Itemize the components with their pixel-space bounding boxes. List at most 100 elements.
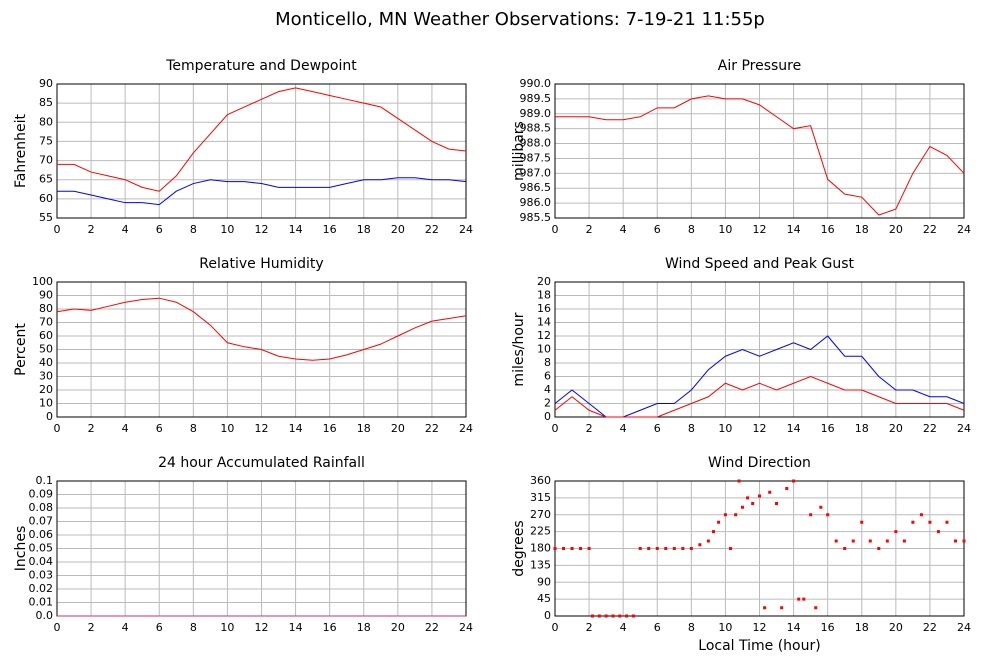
- y-tick-label: 0.03: [29, 569, 54, 582]
- x-tick-label: 14: [787, 223, 801, 236]
- y-tick-label: 60: [39, 329, 53, 342]
- x-tick-label: 8: [688, 223, 695, 236]
- y-tick-label: 4: [544, 383, 551, 396]
- data-point: [689, 547, 693, 550]
- data-point: [711, 530, 715, 534]
- y-tick-label: 987.5: [520, 151, 552, 164]
- x-tick-label: 10: [718, 621, 732, 634]
- data-line: [57, 177, 467, 206]
- data-point: [860, 520, 864, 524]
- plot-frame: [554, 281, 965, 418]
- data-point: [664, 547, 668, 550]
- y-tick-label: 0: [544, 609, 551, 622]
- data-point: [717, 520, 721, 524]
- data-point: [618, 614, 622, 618]
- y-tick-label: 0.0: [36, 609, 54, 622]
- x-tick-label: 6: [156, 223, 163, 236]
- y-tick-label: 315: [530, 491, 551, 504]
- data-point: [802, 597, 806, 601]
- x-tick-label: 2: [88, 621, 95, 634]
- data-point: [740, 505, 744, 509]
- x-tick-label: 24: [459, 223, 473, 236]
- x-tick-label: 4: [122, 223, 129, 236]
- x-tick-label: 0: [54, 621, 61, 634]
- x-tick-label: 12: [255, 422, 269, 435]
- x-tick-label: 8: [190, 621, 197, 634]
- y-axis-label: Fahrenheit: [13, 113, 29, 188]
- y-tick-label: 0: [46, 410, 53, 423]
- y-tick-label: 270: [530, 508, 551, 521]
- data-point: [928, 520, 932, 524]
- x-tick-label: 18: [855, 621, 869, 634]
- x-tick-label: 10: [220, 422, 234, 435]
- data-point: [698, 543, 702, 547]
- data-point: [885, 539, 889, 543]
- data-point: [843, 547, 847, 550]
- data-point: [919, 513, 923, 517]
- data-point: [590, 614, 594, 618]
- y-tick-label: 70: [39, 154, 53, 167]
- x-tick-label: 16: [821, 223, 835, 236]
- data-point: [681, 547, 685, 550]
- y-axis-label: miles/hour: [511, 312, 527, 386]
- data-point: [763, 606, 767, 610]
- x-tick-label: 24: [957, 621, 971, 634]
- y-tick-label: 0.07: [29, 515, 54, 528]
- y-tick-label: 0.1: [36, 474, 54, 487]
- x-tick-label: 20: [391, 223, 405, 236]
- y-tick-label: 135: [530, 558, 551, 571]
- y-axis-label: Percent: [13, 323, 29, 376]
- x-tick-label: 16: [821, 621, 835, 634]
- x-tick-label: 24: [957, 422, 971, 435]
- data-point: [775, 502, 779, 505]
- data-point: [570, 547, 574, 550]
- y-tick-label: 85: [39, 96, 53, 109]
- y-tick-label: 75: [39, 134, 53, 147]
- x-tick-label: 4: [122, 422, 129, 435]
- x-tick-label: 18: [357, 422, 371, 435]
- x-tick-label: 8: [688, 621, 695, 634]
- x-tick-label: 16: [323, 422, 337, 435]
- y-tick-label: 90: [39, 289, 53, 302]
- chart-title: Temperature and Dewpoint: [165, 58, 357, 74]
- x-tick-label: 14: [787, 621, 801, 634]
- x-tick-label: 12: [753, 223, 767, 236]
- x-tick-label: 20: [889, 223, 903, 236]
- x-tick-label: 18: [855, 422, 869, 435]
- data-point: [655, 547, 659, 550]
- data-point: [792, 479, 796, 483]
- data-point: [902, 539, 906, 543]
- x-tick-label: 10: [220, 621, 234, 634]
- y-tick-label: 30: [39, 370, 53, 383]
- data-point: [706, 539, 710, 543]
- y-tick-label: 65: [39, 173, 53, 186]
- data-point: [758, 494, 761, 498]
- data-point: [785, 487, 789, 490]
- y-tick-label: 8: [544, 356, 551, 369]
- y-tick-label: 55: [39, 211, 53, 224]
- data-line: [554, 375, 965, 418]
- x-axis-label: Local Time (hour): [698, 638, 820, 654]
- y-tick-label: 0: [544, 410, 551, 423]
- x-tick-label: 24: [957, 223, 971, 236]
- y-tick-label: 225: [530, 525, 551, 538]
- x-tick-label: 2: [586, 223, 593, 236]
- plot-frame: [56, 281, 467, 418]
- x-tick-label: 18: [357, 223, 371, 236]
- plot-frame: [554, 83, 965, 219]
- y-tick-label: 45: [537, 592, 551, 605]
- y-tick-label: 986.0: [520, 196, 552, 209]
- data-point: [834, 539, 838, 543]
- y-tick-label: 20: [537, 275, 551, 288]
- x-tick-label: 12: [255, 621, 269, 634]
- x-tick-label: 6: [654, 223, 661, 236]
- data-point: [945, 520, 949, 524]
- y-tick-label: 0.02: [29, 582, 54, 595]
- data-line: [56, 297, 467, 361]
- x-tick-label: 22: [425, 422, 439, 435]
- data-point: [911, 520, 915, 524]
- x-tick-label: 14: [289, 422, 303, 435]
- x-tick-label: 14: [289, 223, 303, 236]
- data-line: [555, 95, 965, 216]
